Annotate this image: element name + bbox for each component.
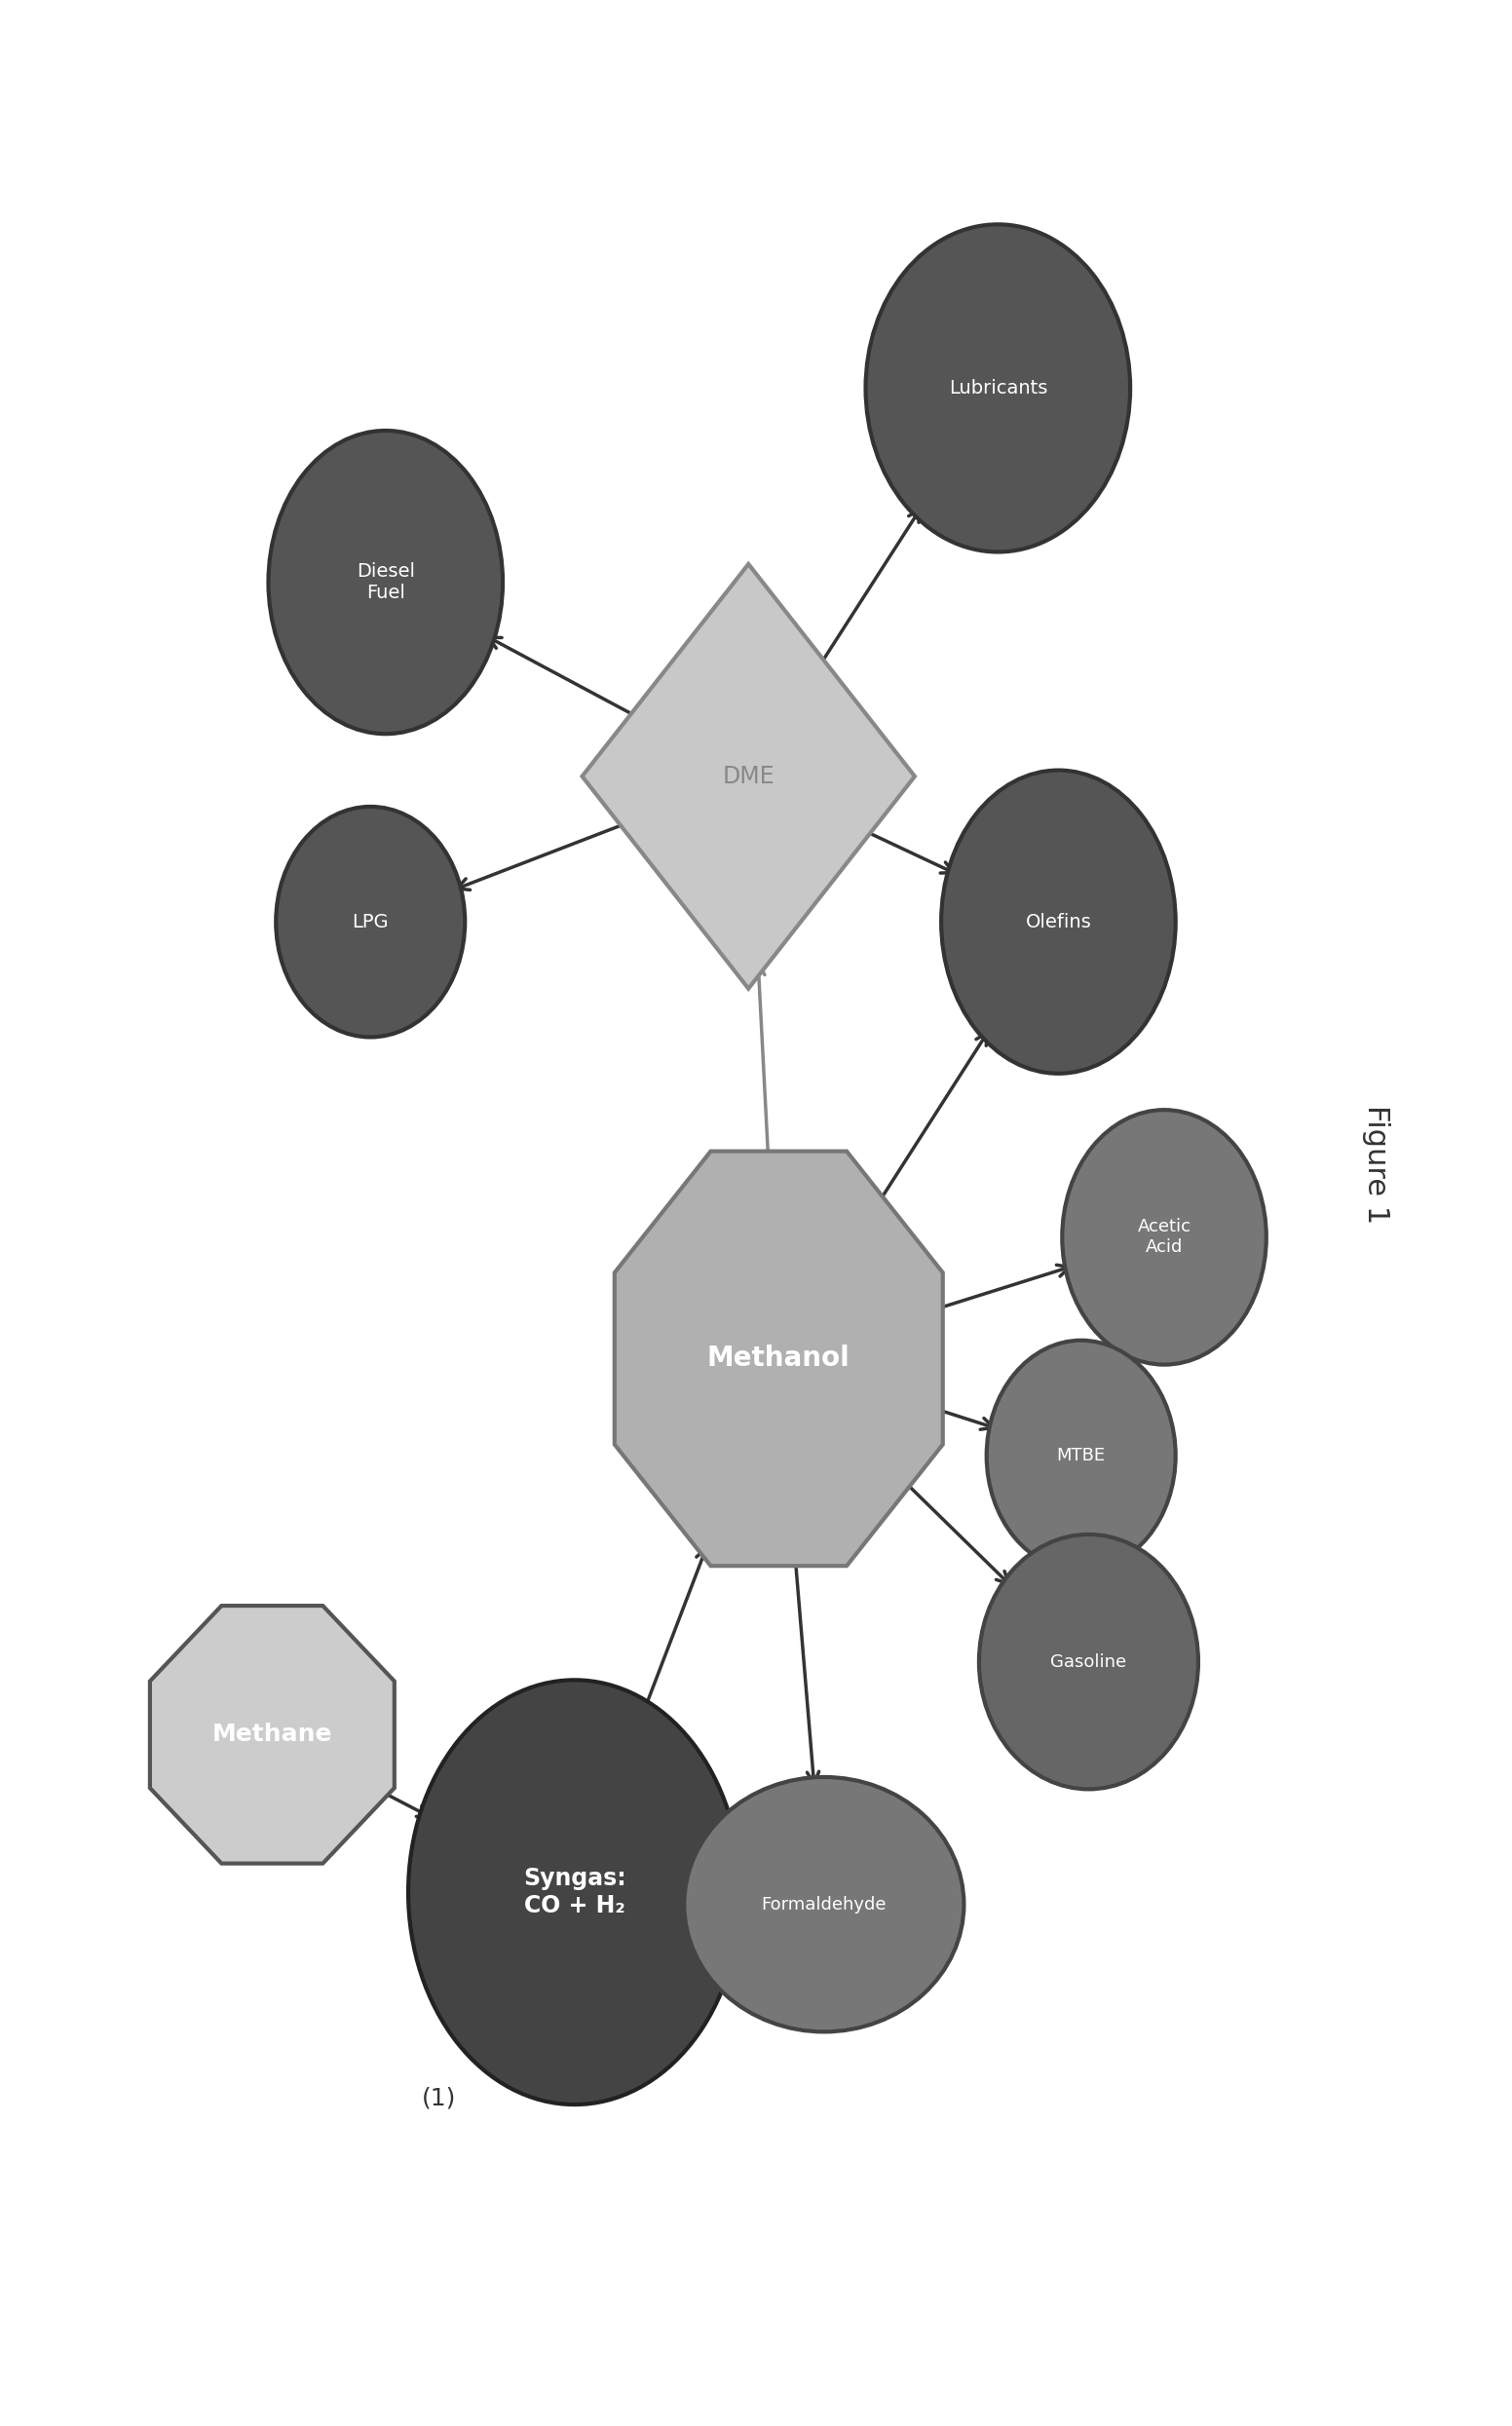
Polygon shape bbox=[614, 1152, 943, 1565]
Text: DME: DME bbox=[723, 764, 774, 788]
Text: Methane: Methane bbox=[212, 1722, 333, 1747]
Polygon shape bbox=[150, 1606, 395, 1863]
Ellipse shape bbox=[1061, 1111, 1266, 1363]
Polygon shape bbox=[582, 563, 915, 990]
Text: Formaldehyde: Formaldehyde bbox=[762, 1895, 886, 1914]
Ellipse shape bbox=[865, 226, 1129, 553]
Text: Gasoline: Gasoline bbox=[1051, 1652, 1126, 1672]
Ellipse shape bbox=[275, 805, 466, 1038]
Text: Syngas:
CO + H₂: Syngas: CO + H₂ bbox=[523, 1868, 626, 1917]
Text: Lubricants: Lubricants bbox=[948, 378, 1048, 398]
Text: Figure 1: Figure 1 bbox=[1362, 1104, 1390, 1225]
Text: (1): (1) bbox=[422, 2086, 455, 2111]
Ellipse shape bbox=[980, 1533, 1198, 1790]
Ellipse shape bbox=[683, 1776, 965, 2033]
Text: Methanol: Methanol bbox=[708, 1344, 850, 1373]
Ellipse shape bbox=[987, 1339, 1176, 1572]
Ellipse shape bbox=[408, 1679, 741, 2106]
Text: MTBE: MTBE bbox=[1057, 1446, 1105, 1465]
Ellipse shape bbox=[940, 771, 1175, 1072]
Text: LPG: LPG bbox=[352, 912, 389, 932]
Text: Acetic
Acid: Acetic Acid bbox=[1137, 1218, 1191, 1257]
Text: Olefins: Olefins bbox=[1025, 912, 1092, 932]
Text: Diesel
Fuel: Diesel Fuel bbox=[357, 563, 414, 602]
Ellipse shape bbox=[269, 429, 502, 733]
